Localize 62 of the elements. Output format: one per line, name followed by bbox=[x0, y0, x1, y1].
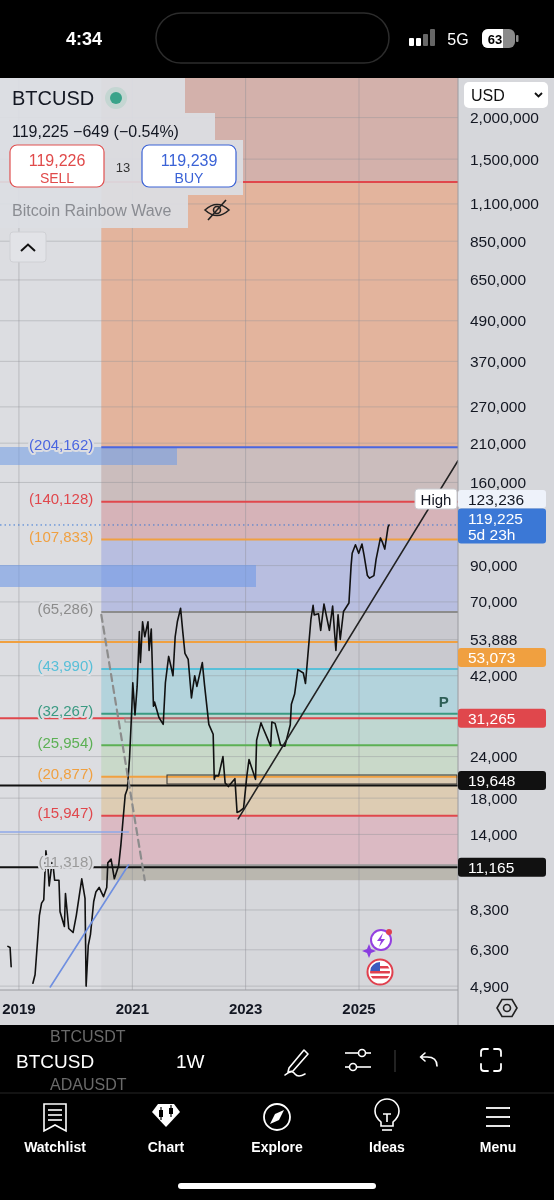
annotation: 11,165 bbox=[468, 858, 515, 876]
text: BTCUSD bbox=[16, 1050, 95, 1072]
text: 5G bbox=[447, 30, 469, 48]
y-tick-label: 24,000 bbox=[470, 748, 518, 766]
annotation: P bbox=[438, 693, 449, 711]
text: 63 bbox=[487, 31, 503, 47]
y-tick-label: 53,888 bbox=[470, 631, 518, 649]
y-tick-label: 8,300 bbox=[470, 901, 510, 919]
x-tick-label: 2019 bbox=[2, 999, 36, 1017]
y-tick-label: 1,500,000 bbox=[470, 150, 540, 168]
text: Ideas bbox=[369, 1139, 406, 1155]
annotation: SELL bbox=[39, 170, 75, 186]
annotation: 31,265 bbox=[468, 709, 516, 727]
y-tick-label: 2,000,000 bbox=[470, 109, 540, 127]
text: BTCUSD bbox=[12, 87, 95, 109]
text: 1W bbox=[176, 1050, 205, 1072]
annotation: 13 bbox=[115, 159, 131, 175]
annotation: High bbox=[420, 490, 452, 508]
y-tick-label: 6,300 bbox=[470, 941, 510, 959]
annotation: 19,648 bbox=[468, 771, 516, 789]
y-tick-label: 160,000 bbox=[470, 473, 527, 491]
text: ADAUSDT bbox=[50, 1075, 127, 1093]
annotation: 119,225 5d 23h bbox=[468, 509, 523, 543]
annotation: BUY bbox=[174, 170, 205, 186]
text: 4:34 bbox=[65, 29, 103, 49]
ref-line-label: (15,947) bbox=[37, 803, 94, 821]
text: USD bbox=[471, 86, 505, 104]
y-tick-label: 18,000 bbox=[470, 789, 518, 807]
y-tick-label: 14,000 bbox=[470, 825, 518, 843]
text: 119,225 −649 (−0.54%) bbox=[12, 122, 179, 140]
text: Watchlist bbox=[24, 1139, 87, 1155]
text: Explore bbox=[251, 1139, 303, 1155]
y-tick-label: 42,000 bbox=[470, 667, 518, 685]
y-tick-label: 270,000 bbox=[470, 398, 527, 416]
annotation: 53,073 bbox=[468, 648, 516, 666]
ref-line-label: (43,990) bbox=[37, 657, 94, 675]
ref-line-label: (107,833) bbox=[29, 527, 94, 545]
ref-line-label: (204,162) bbox=[29, 435, 94, 453]
ref-line-label: (25,954) bbox=[37, 733, 94, 751]
x-tick-label: 2023 bbox=[228, 999, 263, 1017]
y-tick-label: 490,000 bbox=[470, 312, 527, 330]
text: BTCUSDT bbox=[50, 1027, 126, 1045]
y-tick-label: 4,900 bbox=[470, 977, 510, 995]
text: Menu bbox=[479, 1139, 517, 1155]
x-tick-label: 2021 bbox=[115, 999, 150, 1017]
text: 123,236 bbox=[468, 490, 525, 508]
x-tick-label: 2025 bbox=[342, 999, 376, 1017]
y-tick-label: 70,000 bbox=[470, 593, 518, 611]
y-tick-label: 650,000 bbox=[470, 271, 527, 289]
ref-line-label: (20,877) bbox=[37, 764, 94, 782]
ref-line-label: (140,128) bbox=[29, 489, 94, 507]
text: Chart bbox=[147, 1139, 185, 1155]
y-tick-label: 370,000 bbox=[470, 352, 527, 370]
annotation: 119,226 bbox=[28, 151, 86, 169]
ref-line-label: (32,267) bbox=[37, 702, 94, 720]
y-tick-label: 90,000 bbox=[470, 557, 518, 575]
y-tick-label: 210,000 bbox=[470, 434, 527, 452]
y-tick-label: 850,000 bbox=[470, 232, 527, 250]
y-tick-label: 1,100,000 bbox=[470, 195, 540, 213]
ref-line-label: (65,286) bbox=[37, 600, 94, 618]
annotation: Bitcoin Rainbow Wave bbox=[12, 201, 172, 219]
annotation: 119,239 bbox=[160, 151, 218, 169]
